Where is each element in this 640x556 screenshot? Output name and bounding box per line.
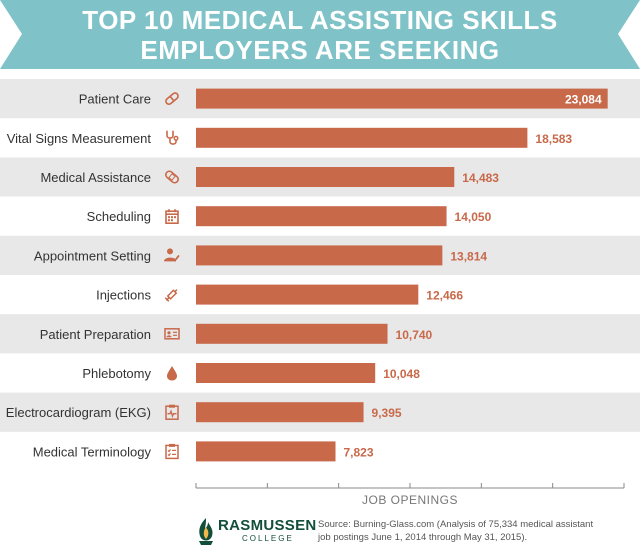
pill-icon — [165, 92, 179, 105]
category-label: Patient Care — [79, 92, 151, 107]
value-label: 7,823 — [344, 445, 374, 459]
page-title-line1: TOP 10 MEDICAL ASSISTING SKILLS — [82, 5, 558, 35]
logo-subtitle: COLLEGE — [242, 534, 294, 543]
value-label: 13,814 — [450, 249, 487, 263]
bar — [196, 167, 455, 187]
calendar-icon — [165, 209, 179, 224]
value-label: 9,395 — [372, 406, 402, 420]
id-card-icon — [164, 328, 180, 340]
category-label: Injections — [96, 288, 151, 303]
category-label: Electrocardiogram (EKG) — [6, 405, 151, 420]
bar — [196, 88, 608, 109]
value-label: 14,483 — [462, 171, 499, 185]
value-label: 18,583 — [535, 132, 572, 146]
bandage-icon — [165, 170, 179, 184]
category-label: Medical Assistance — [40, 170, 151, 185]
bar — [196, 245, 443, 266]
stethoscope-icon — [166, 130, 179, 145]
title-banner — [0, 0, 640, 69]
category-label: Medical Terminology — [33, 444, 152, 459]
ekg-clipboard-icon — [165, 404, 179, 420]
bar — [196, 441, 336, 462]
category-label: Phlebotomy — [82, 366, 151, 381]
user-check-icon — [164, 248, 180, 262]
bar — [196, 323, 388, 344]
source-line-1: Source: Burning-Glass.com (Analysis of 7… — [318, 519, 594, 530]
flame-logo-icon — [199, 518, 213, 545]
rasmussen-logo: RASMUSSEN COLLEGE — [196, 516, 316, 548]
bar — [196, 206, 447, 227]
bar — [196, 402, 364, 423]
value-label: 14,050 — [455, 210, 492, 224]
value-label: 23,084 — [565, 93, 602, 107]
bar — [196, 127, 528, 148]
category-label: Patient Preparation — [40, 327, 151, 342]
value-label: 10,048 — [383, 367, 420, 381]
value-label: 10,740 — [396, 328, 433, 342]
category-label: Scheduling — [87, 209, 151, 224]
page-title-line2: EMPLOYERS ARE SEEKING — [140, 35, 500, 65]
blood-drop-icon — [167, 366, 177, 381]
value-label: 12,466 — [426, 289, 463, 303]
checklist-icon — [165, 443, 179, 460]
source-line-2: job postings June 1, 2014 through May 31… — [318, 532, 528, 543]
category-label: Vital Signs Measurement — [7, 131, 152, 146]
bar — [196, 284, 419, 305]
source-note: Source: Burning-Glass.com (Analysis of 7… — [318, 518, 618, 544]
category-label: Appointment Setting — [34, 248, 151, 263]
syringe-icon — [164, 289, 178, 302]
bar — [196, 363, 376, 383]
x-axis-label: JOB OPENINGS — [362, 493, 458, 507]
logo-name: RASMUSSEN — [218, 517, 317, 534]
